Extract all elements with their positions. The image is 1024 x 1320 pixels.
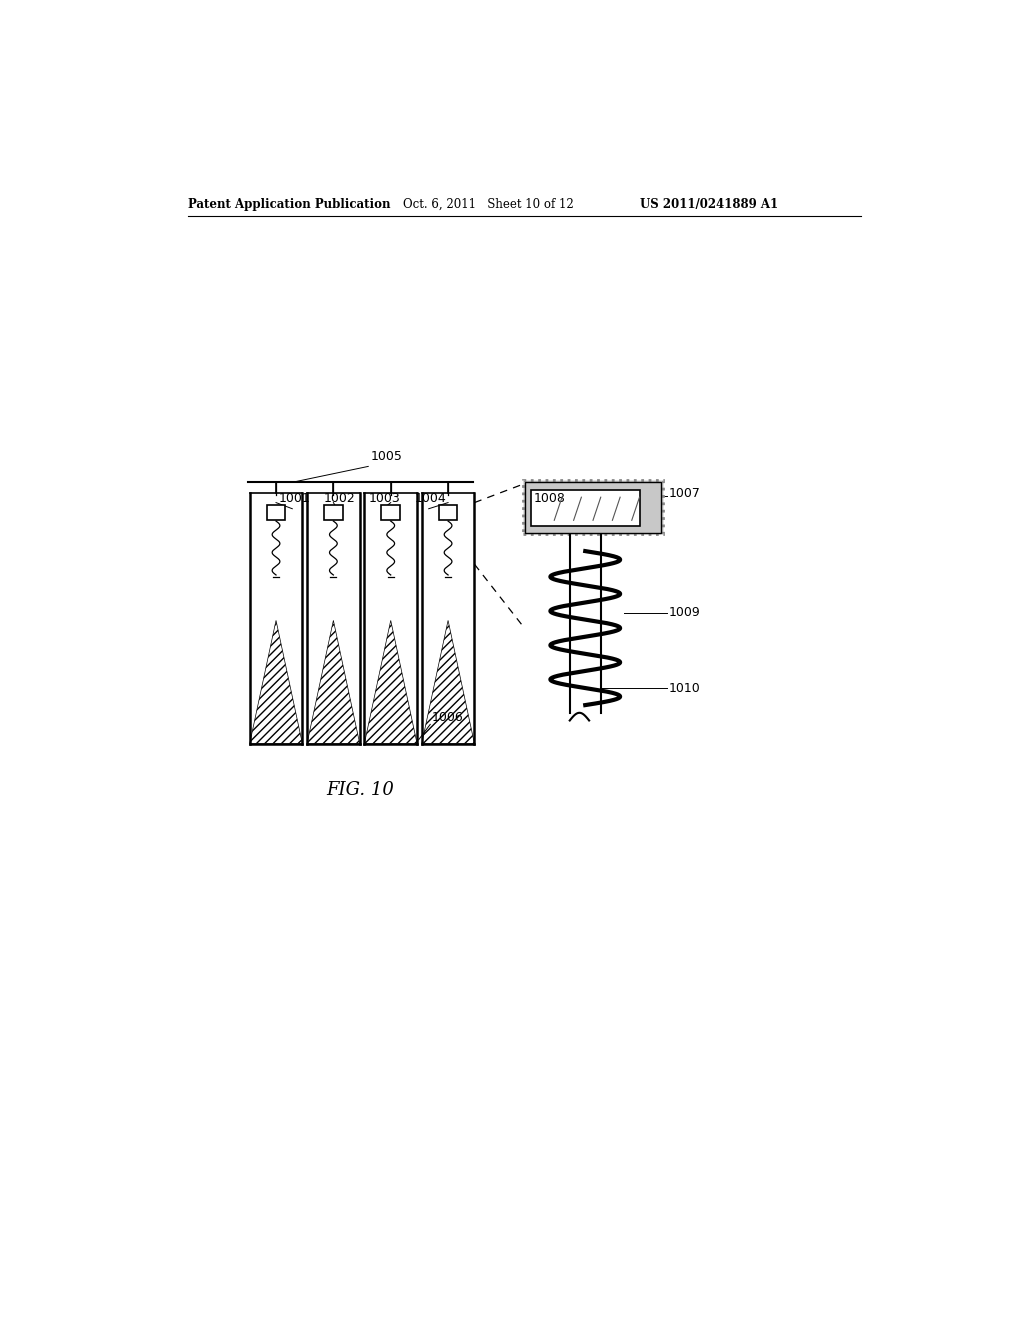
Text: 1004: 1004 <box>415 492 446 506</box>
Polygon shape <box>422 620 474 743</box>
Text: Patent Application Publication: Patent Application Publication <box>188 198 391 211</box>
Text: 1001: 1001 <box>279 492 310 506</box>
Text: 1006: 1006 <box>432 711 464 725</box>
Text: 1010: 1010 <box>669 681 700 694</box>
Text: 1009: 1009 <box>669 606 700 619</box>
Text: 1003: 1003 <box>369 492 400 506</box>
Bar <box>438 506 458 520</box>
Bar <box>531 490 640 527</box>
Bar <box>524 482 662 533</box>
Polygon shape <box>365 620 417 743</box>
Polygon shape <box>307 620 359 743</box>
Text: US 2011/0241889 A1: US 2011/0241889 A1 <box>640 198 777 211</box>
Text: 1007: 1007 <box>669 487 700 500</box>
Text: Oct. 6, 2011   Sheet 10 of 12: Oct. 6, 2011 Sheet 10 of 12 <box>403 198 573 211</box>
Bar <box>324 506 343 520</box>
Text: 1005: 1005 <box>371 450 402 462</box>
Bar <box>523 480 663 535</box>
Bar <box>381 506 400 520</box>
Text: FIG. 10: FIG. 10 <box>327 781 394 799</box>
Text: 1008: 1008 <box>535 492 566 506</box>
Polygon shape <box>250 620 302 743</box>
Bar <box>266 506 286 520</box>
Text: 1002: 1002 <box>324 492 355 506</box>
